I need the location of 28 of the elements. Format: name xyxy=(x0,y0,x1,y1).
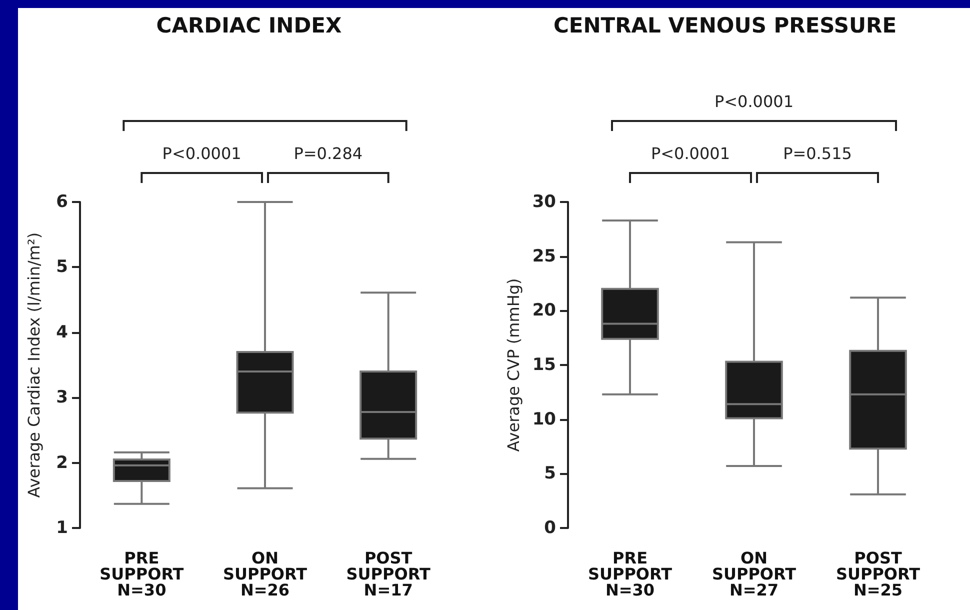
text: P<0.0001 xyxy=(162,144,242,163)
y-tick-label: 30 xyxy=(532,192,556,212)
y-tick-label: 1 xyxy=(56,518,68,538)
y-tick-label: 25 xyxy=(532,246,556,266)
x-tick-label: POST SUPPORT N=25 xyxy=(836,548,920,600)
y-tick-label: 5 xyxy=(544,464,556,484)
text: P=0.284 xyxy=(294,144,363,163)
x-tick-label: PRE SUPPORT N=30 xyxy=(588,548,672,600)
y-tick-label: 10 xyxy=(532,409,556,430)
y-tick-label: 5 xyxy=(56,257,68,278)
x-tick-label: ON SUPPORT N=26 xyxy=(222,548,308,600)
x-tick-label: ON SUPPORT N=27 xyxy=(712,548,796,600)
y-axis-title: Average CVP (mmHg) xyxy=(504,278,523,452)
y-tick-label: 4 xyxy=(56,322,68,342)
y-tick-label: 3 xyxy=(56,388,68,408)
y-tick-label: 2 xyxy=(56,452,68,473)
chart-title: CARDIAC INDEX xyxy=(156,14,342,38)
x-tick-label: PRE SUPPORT N=30 xyxy=(100,548,184,600)
text: P<0.0001 xyxy=(714,92,794,111)
x-tick-label: POST SUPPORT N=17 xyxy=(346,548,430,600)
text: P=0.515 xyxy=(783,144,852,163)
y-tick-label: 20 xyxy=(532,300,556,321)
y-tick-label: 15 xyxy=(532,355,556,375)
y-tick-label: 6 xyxy=(56,192,68,212)
chart-title: CENTRAL VENOUS PRESSURE xyxy=(553,14,897,38)
text: P<0.0001 xyxy=(650,144,730,163)
y-tick-label: 0 xyxy=(544,518,556,538)
y-axis-title: Average Cardiac Index (l/min/m²) xyxy=(24,232,44,498)
